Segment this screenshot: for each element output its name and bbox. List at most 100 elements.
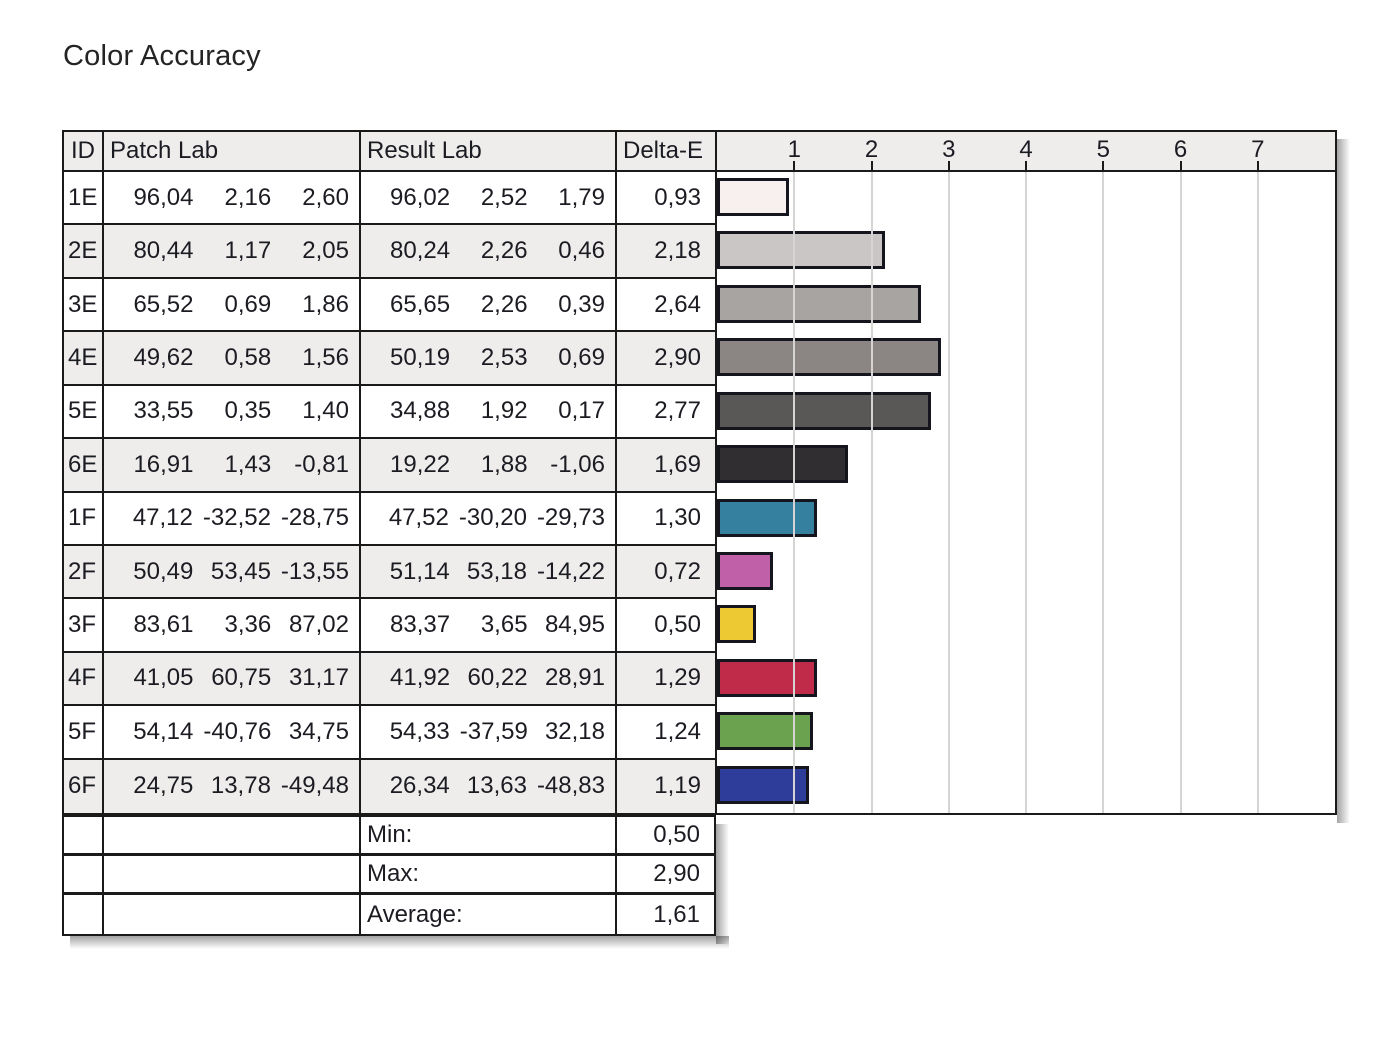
chart-gridline: [793, 172, 796, 813]
result-lab-cell: 41,92 60,22 28,91: [361, 652, 617, 707]
summary-value: 2,90: [653, 860, 700, 887]
delta-e-bar: [717, 338, 942, 377]
patch-lab-l-value: 47,12: [132, 504, 193, 532]
axis-tick-mark: [870, 161, 873, 170]
row-id-cell: 5E: [64, 385, 104, 440]
chart-gridline: [1102, 172, 1105, 813]
patch-lab-b-value: 87,02: [288, 611, 349, 639]
result-lab-a-value: 60,22: [467, 664, 528, 692]
result-lab-l-value: 51,14: [389, 557, 450, 585]
patch-lab-cell: 49,62 0,58 1,56: [104, 332, 361, 386]
patch-lab-cell: 16,91 1,43 -0,81: [104, 439, 361, 493]
patch-lab-l-value: 16,91: [133, 450, 194, 478]
result-lab-b-value: 28,91: [544, 664, 605, 692]
patch-lab-a-value: 13,78: [210, 772, 271, 800]
column-header-id: ID: [64, 132, 104, 172]
delta-e-value-cell: 1,19: [617, 759, 717, 813]
result-lab-l-value: 83,37: [390, 611, 451, 639]
result-lab-l-value: 34,88: [390, 397, 451, 425]
patch-lab-b-value: 1,86: [302, 290, 349, 318]
result-lab-cell: 50,19 2,53 0,69: [361, 332, 617, 386]
result-lab-b-value: 84,95: [544, 611, 605, 639]
patch-lab-a-value: 1,43: [224, 450, 272, 478]
delta-e-value-cell: 1,24: [617, 706, 717, 760]
delta-e-bar: [717, 445, 848, 484]
column-header-delta-e: Delta-E: [617, 132, 717, 172]
chart-gridline: [1256, 172, 1259, 813]
delta-e-value-cell: 1,69: [617, 439, 717, 493]
patch-lab-cell: 33,55 0,35 1,40: [104, 385, 361, 440]
result-lab-a-value: 13,63: [466, 772, 527, 800]
delta-e-value-cell: 1,30: [617, 492, 717, 546]
drop-shadow: [716, 824, 729, 944]
patch-lab-a-value: 53,45: [210, 557, 271, 585]
patch-lab-b-value: -0,81: [294, 450, 349, 478]
summary-row: Min: 0,50: [64, 817, 714, 856]
axis-tick-label: 7: [1251, 136, 1265, 163]
row-id-cell: 2F: [64, 545, 104, 600]
delta-e-bar: [717, 551, 773, 590]
patch-lab-l-value: 49,62: [133, 343, 194, 371]
axis-tick-mark: [1256, 161, 1259, 170]
result-lab-l-value: 26,34: [389, 772, 450, 800]
delta-e-bar: [717, 284, 921, 323]
result-lab-cell: 54,33 -37,59 32,18: [361, 706, 617, 760]
patch-lab-b-value: 2,60: [302, 183, 349, 211]
delta-e-value-cell: 2,77: [617, 385, 717, 440]
row-id-cell: 1F: [64, 492, 104, 546]
patch-lab-b-value: 34,75: [288, 717, 349, 745]
result-lab-l-value: 80,24: [390, 237, 451, 265]
delta-e-bar: [717, 231, 886, 270]
delta-e-bar: [717, 658, 817, 697]
column-header-result-lab: Result Lab: [361, 132, 617, 172]
result-lab-l-value: 50,19: [390, 343, 451, 371]
delta-e-bar: [717, 498, 818, 537]
patch-lab-l-value: 50,49: [133, 557, 194, 585]
summary-label: Max:: [361, 856, 617, 892]
patch-lab-l-value: 83,61: [133, 611, 194, 639]
result-lab-b-value: 1,79: [558, 183, 605, 211]
delta-e-value-cell: 0,50: [617, 599, 717, 653]
result-lab-b-value: 0,69: [558, 343, 605, 371]
delta-e-value-cell: 0,93: [617, 172, 717, 226]
summary-id-cell: [64, 895, 104, 934]
row-id-cell: 2E: [64, 225, 104, 279]
drop-shadow: [70, 936, 729, 949]
row-id-cell: 3F: [64, 599, 104, 653]
axis-tick-label: 6: [1173, 136, 1188, 163]
result-lab-cell: 51,14 53,18 -14,22: [361, 545, 617, 600]
row-id-cell: 4F: [64, 652, 104, 707]
summary-id-cell: [64, 817, 104, 853]
patch-lab-l-value: 96,04: [133, 183, 194, 211]
result-lab-cell: 83,37 3,65 84,95: [361, 599, 617, 653]
result-lab-l-value: 19,22: [390, 450, 451, 478]
delta-e-value-cell: 0,72: [617, 545, 717, 600]
patch-lab-b-value: 1,40: [302, 397, 349, 425]
result-lab-b-value: -48,83: [536, 772, 605, 800]
row-id-cell: 3E: [64, 278, 104, 333]
summary-id-cell: [64, 856, 104, 892]
patch-lab-cell: 50,49 53,45 -13,55: [104, 545, 361, 600]
chart-gridline: [870, 172, 873, 813]
summary-table: Min: 0,50 Max: 2,90 Average: 1,61: [62, 815, 716, 936]
result-lab-a-value: 53,18: [466, 557, 527, 585]
result-lab-a-value: 1,92: [480, 397, 528, 425]
result-lab-l-value: 54,33: [389, 717, 450, 745]
result-lab-cell: 80,24 2,26 0,46: [361, 225, 617, 279]
result-lab-cell: 26,34 13,63 -48,83: [361, 759, 617, 813]
patch-lab-l-value: 24,75: [133, 772, 194, 800]
row-id-cell: 6E: [64, 439, 104, 493]
patch-lab-a-value: -32,52: [202, 504, 271, 532]
summary-patch-cell: [104, 817, 361, 853]
summary-row: Average: 1,61: [64, 895, 714, 934]
delta-e-bar: [717, 605, 756, 644]
patch-lab-b-value: 1,56: [302, 343, 349, 371]
result-lab-a-value: 2,26: [480, 290, 528, 318]
row-id-cell: 1E: [64, 172, 104, 226]
result-lab-l-value: 65,65: [390, 290, 451, 318]
patch-lab-a-value: 3,36: [224, 611, 272, 639]
result-lab-cell: 65,65 2,26 0,39: [361, 278, 617, 333]
patch-lab-a-value: 0,35: [224, 397, 272, 425]
page-title: Color Accuracy: [63, 40, 261, 72]
